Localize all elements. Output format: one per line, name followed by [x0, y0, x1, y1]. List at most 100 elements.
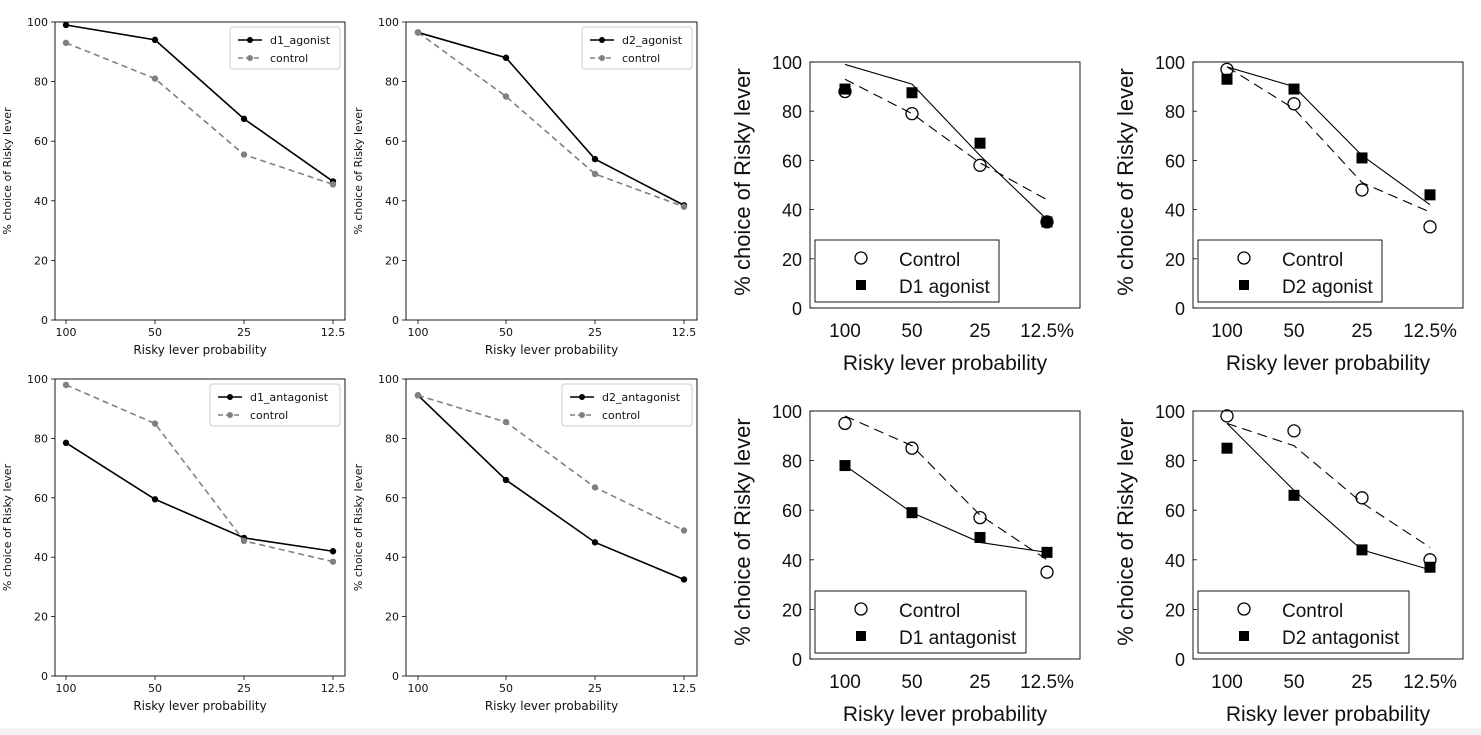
x-tick-label: 25 [969, 321, 990, 342]
legend-label: control [622, 52, 660, 65]
plot-frame [54, 378, 346, 677]
y-tick-label: 40 [1165, 201, 1185, 221]
y-tick-label: 20 [385, 254, 399, 267]
y-axis-label: % choice of Risky lever [1, 107, 14, 235]
x-tick-label: 25 [588, 682, 602, 695]
x-tick-label: 12.5% [1403, 672, 1457, 693]
chart-panel-1: 0 20 40 60 80 100 100 50 25 12.5 Risky lever proba… [1, 16, 346, 357]
x-tick-label: 50 [499, 326, 513, 339]
x-tick-label: 12.5 [672, 682, 697, 695]
y-tick-label: 0 [41, 314, 48, 327]
legend-label: D1 agonist [899, 277, 991, 298]
chart-panel-5: 0 20 40 60 80 100 100 50 25 12.5% Risky lever prob… [730, 53, 1081, 375]
plot-frame [405, 378, 698, 677]
y-tick-label: 100 [772, 53, 802, 73]
legend-label: D2 agonist [1282, 277, 1374, 298]
legend-label: d2_agonist [622, 34, 683, 47]
x-tick-label: 100 [56, 326, 77, 339]
x-tick-label: 25 [588, 326, 602, 339]
data-point-treatment [1041, 546, 1053, 558]
y-tick-label: 100 [27, 16, 48, 29]
data-point-treatment [974, 137, 986, 149]
data-point-control [1040, 215, 1054, 229]
data-point-treatment [974, 531, 986, 543]
data-point-d1_antagonist [62, 439, 70, 447]
legend-label: D1 antagonist [899, 628, 1017, 649]
y-tick-label: 20 [782, 600, 802, 620]
data-point-treatment [1424, 189, 1436, 201]
legend-marker-filled-square [856, 280, 866, 290]
data-point-treatment [906, 507, 918, 519]
x-axis-label: Risky lever probability [133, 343, 266, 357]
x-tick-label: 100 [408, 326, 429, 339]
legend: Control D1 agonist [814, 239, 1000, 303]
data-point-control [240, 537, 248, 545]
x-tick-label: 100 [829, 672, 861, 693]
y-axis-label: % choice of Risky lever [352, 107, 365, 235]
data-point-control [905, 441, 919, 455]
fit-line-dashed [1226, 422, 1431, 548]
y-tick-label: 40 [34, 195, 48, 208]
data-point-control [1355, 183, 1369, 197]
series-line-d1_agonist [65, 24, 334, 183]
fit-line-solid [1226, 66, 1431, 206]
data-point-control [1220, 409, 1234, 423]
series-line-control [65, 42, 334, 186]
bottom-strip [0, 728, 1481, 735]
data-point-d1_agonist [151, 36, 159, 44]
data-point-d2_antagonist [591, 539, 599, 546]
x-tick-label: 50 [1283, 672, 1304, 693]
data-point-d1_antagonist [329, 548, 337, 555]
legend-marker [599, 55, 605, 61]
legend-marker-open-circle [854, 251, 868, 265]
chart-panel-6: 0 20 40 60 80 100 100 50 25 12.5% Risky lever prob… [1113, 53, 1464, 375]
y-tick-label: 40 [385, 195, 399, 208]
y-tick-label: 20 [1165, 250, 1185, 270]
x-tick-label: 12.5 [672, 326, 697, 339]
fit-line-dashed [1226, 66, 1431, 213]
chart-panel-8: 0 20 40 60 80 100 100 50 25 12.5% Risky lever prob… [1113, 402, 1464, 726]
y-tick-label: 20 [782, 250, 802, 270]
legend-marker-filled-square [1239, 631, 1249, 641]
y-tick-label: 100 [1155, 53, 1185, 73]
y-tick-label: 0 [1175, 650, 1185, 670]
y-tick-label: 80 [385, 432, 399, 445]
data-point-treatment [1288, 489, 1300, 501]
y-axis-label: % choice of Risky lever [1113, 418, 1138, 645]
x-axis-label: Risky lever probability [1226, 352, 1431, 375]
data-point-control [414, 392, 422, 399]
series-line-d2_agonist [417, 31, 685, 206]
legend-marker-filled-square [856, 631, 866, 641]
data-point-control [62, 39, 70, 47]
y-tick-label: 0 [41, 670, 48, 683]
y-tick-label: 60 [782, 501, 802, 521]
data-point-treatment [1356, 152, 1368, 164]
legend-box [1197, 239, 1383, 303]
y-tick-label: 80 [1165, 452, 1185, 472]
y-tick-label: 0 [1175, 299, 1185, 319]
y-tick-label: 60 [1165, 151, 1185, 171]
data-point-control [1040, 565, 1054, 579]
data-point-control [240, 151, 248, 158]
data-point-treatment [1221, 442, 1233, 454]
data-point-control [1287, 424, 1301, 438]
legend-label: d2_antagonist [602, 391, 681, 404]
data-point-d1_agonist [62, 21, 70, 29]
data-point-control [151, 420, 159, 427]
y-tick-label: 0 [392, 670, 399, 683]
x-tick-label: 12.5 [321, 682, 346, 695]
series-line-control [417, 394, 685, 532]
legend-marker [227, 394, 233, 400]
data-point-d1_agonist [240, 115, 248, 123]
fit-line-dashed [844, 415, 1048, 561]
legend-marker [227, 412, 233, 418]
x-axis-label: Risky lever probability [133, 699, 266, 713]
y-tick-label: 40 [34, 551, 48, 564]
x-tick-label: 50 [148, 326, 162, 339]
plot-frame [809, 61, 1081, 309]
plot-frame [809, 410, 1081, 660]
legend-box [561, 383, 693, 427]
y-axis-label: % choice of Risky lever [1113, 68, 1138, 295]
legend-marker-open-circle [1237, 602, 1251, 616]
